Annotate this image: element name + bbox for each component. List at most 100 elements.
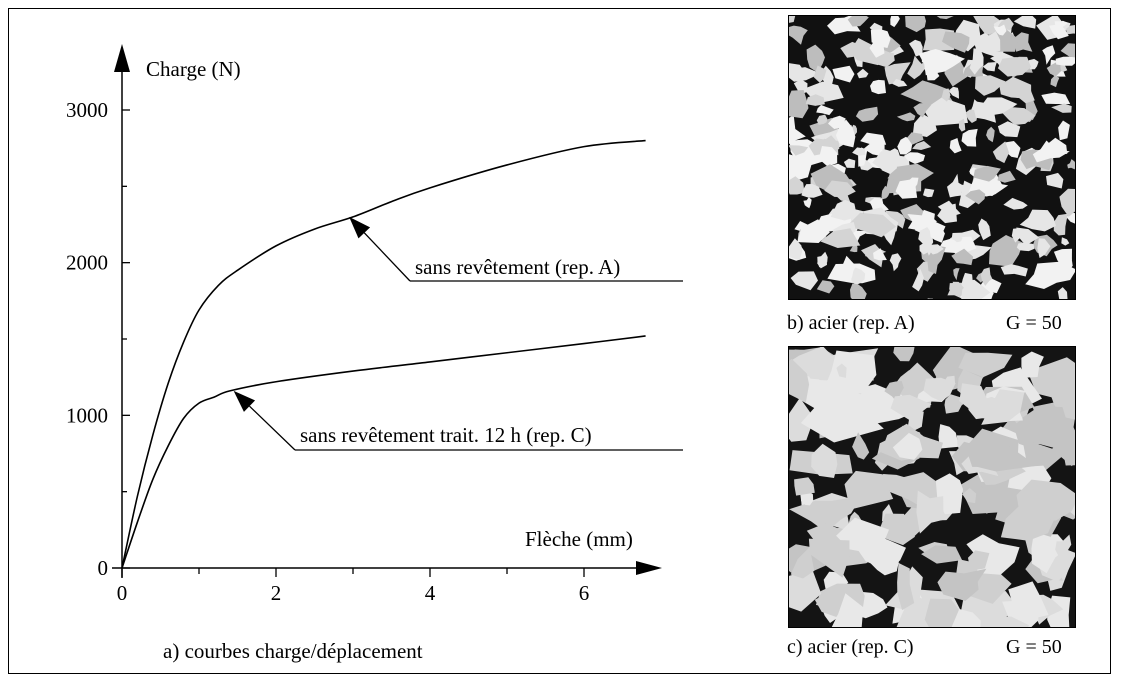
grain <box>805 94 825 106</box>
x-axis-label: Flèche (mm) <box>525 527 633 551</box>
grain <box>997 170 1016 183</box>
grain <box>860 132 887 145</box>
grain <box>952 281 964 294</box>
grain <box>818 146 838 167</box>
grain <box>982 62 997 72</box>
grain <box>997 57 1031 77</box>
annotation-leader <box>363 232 411 282</box>
grain <box>972 165 1001 183</box>
grain <box>797 271 817 284</box>
caption-c: c) acier (rep. C) <box>787 636 914 658</box>
x-tick-label: 0 <box>117 581 128 605</box>
grain <box>851 267 866 286</box>
micrograph-b-grains <box>789 16 1075 299</box>
grain <box>947 173 963 198</box>
grain <box>789 238 803 261</box>
grain <box>789 154 813 183</box>
grain <box>820 228 861 248</box>
grain <box>927 252 942 274</box>
grain <box>789 145 809 156</box>
grain <box>968 443 1037 472</box>
grain <box>789 358 810 403</box>
grain <box>831 593 864 627</box>
micrograph-c-grains <box>789 347 1075 627</box>
y-tick-label: 0 <box>98 556 109 580</box>
grain <box>789 569 822 612</box>
grain <box>816 114 828 125</box>
grain <box>924 598 964 627</box>
grain <box>961 128 978 147</box>
grain <box>948 86 959 99</box>
grain <box>841 255 855 280</box>
grain <box>817 255 827 269</box>
grain <box>912 268 924 292</box>
grain <box>847 212 896 238</box>
grain <box>927 298 934 299</box>
grain <box>1008 581 1049 621</box>
grain <box>887 163 934 183</box>
grain <box>1046 172 1064 189</box>
grain <box>968 550 990 571</box>
y-axis-label: Charge (N) <box>146 57 241 81</box>
grain <box>896 112 916 122</box>
caption-c-magnification: G = 50 <box>1006 636 1062 658</box>
grain <box>890 16 900 28</box>
grain <box>790 547 815 579</box>
grain <box>1067 159 1075 170</box>
grain <box>897 562 915 611</box>
grain <box>1055 56 1075 66</box>
grain <box>889 253 902 272</box>
grain <box>969 48 984 75</box>
grain <box>907 55 926 80</box>
grain <box>938 424 960 449</box>
grain <box>1049 24 1069 40</box>
grain <box>918 223 934 250</box>
grain <box>1055 534 1072 557</box>
grain <box>997 121 1021 138</box>
grain <box>892 432 923 460</box>
caption-a: a) courbes charge/déplacement <box>163 639 423 663</box>
grain <box>907 132 924 145</box>
annotation-leader <box>249 405 296 451</box>
grain <box>923 188 935 198</box>
grain <box>909 39 923 57</box>
grain <box>823 350 877 394</box>
x-tick-label: 4 <box>425 581 436 605</box>
grain <box>869 197 889 213</box>
grain <box>885 210 906 229</box>
y-tick-label: 1000 <box>66 403 108 427</box>
grain <box>903 152 926 164</box>
grain <box>895 178 918 199</box>
annotation-arrowhead <box>349 216 371 239</box>
grain <box>830 199 858 221</box>
annotation-label: sans revêtement trait. 12 h (rep. C) <box>300 423 592 447</box>
grain <box>1003 197 1028 210</box>
x-axis-arrow <box>636 561 662 575</box>
grain <box>850 283 867 299</box>
grain <box>836 363 847 378</box>
grain <box>1016 242 1035 252</box>
x-tick-label: 6 <box>579 581 590 605</box>
grain <box>905 16 926 33</box>
grain <box>1048 377 1075 420</box>
grain <box>953 268 960 281</box>
grain <box>892 79 908 87</box>
chart-series-layer <box>121 139 646 569</box>
grain <box>814 591 847 617</box>
grain <box>1058 120 1070 141</box>
grain <box>959 383 989 412</box>
grain <box>870 29 891 48</box>
grain <box>914 81 934 92</box>
grain <box>843 158 856 168</box>
y-tick-label: 2000 <box>66 251 108 275</box>
grain <box>1016 479 1075 521</box>
grain <box>1059 188 1075 217</box>
grain <box>803 197 812 209</box>
chart-axes: 0 1000 2000 3000 0 2 4 6 <box>66 44 662 605</box>
grain <box>816 104 834 116</box>
grain <box>913 103 932 118</box>
grain <box>789 90 809 119</box>
grain <box>1037 238 1051 258</box>
grain <box>1050 75 1060 88</box>
grain <box>824 180 856 198</box>
